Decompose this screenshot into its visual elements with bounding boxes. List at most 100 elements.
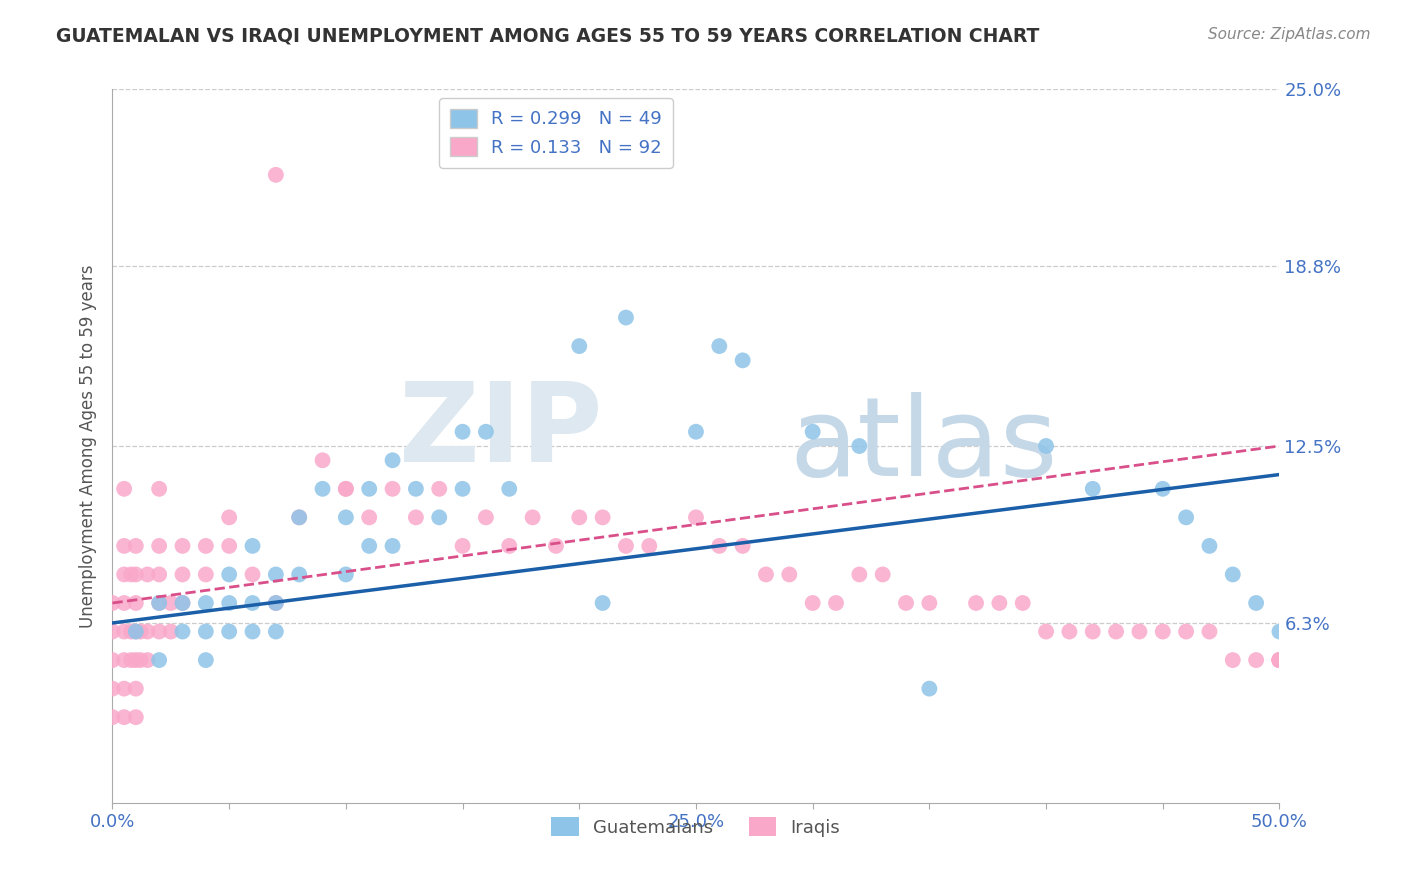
Point — [1035, 624, 1057, 639]
Point — [160, 624, 183, 639]
Point — [148, 596, 170, 610]
Point — [731, 539, 754, 553]
Point — [1105, 624, 1128, 639]
Point — [731, 353, 754, 368]
Point — [335, 482, 357, 496]
Point — [359, 510, 381, 524]
Point — [148, 596, 170, 610]
Point — [120, 624, 142, 639]
Point — [451, 539, 474, 553]
Point — [194, 653, 217, 667]
Point — [160, 596, 183, 610]
Point — [101, 624, 124, 639]
Point — [1059, 624, 1081, 639]
Point — [136, 567, 159, 582]
Point — [1152, 624, 1174, 639]
Point — [335, 482, 357, 496]
Point — [568, 339, 591, 353]
Point — [1244, 653, 1267, 667]
Point — [148, 539, 170, 553]
Point — [264, 567, 287, 582]
Point — [1268, 653, 1291, 667]
Point — [172, 539, 194, 553]
Point — [125, 681, 148, 696]
Point — [125, 710, 148, 724]
Point — [264, 596, 287, 610]
Point — [522, 510, 544, 524]
Point — [1268, 653, 1291, 667]
Point — [1175, 624, 1198, 639]
Point — [475, 510, 498, 524]
Point — [359, 482, 381, 496]
Point — [918, 596, 941, 610]
Text: Source: ZipAtlas.com: Source: ZipAtlas.com — [1208, 27, 1371, 42]
Point — [125, 596, 148, 610]
Point — [709, 539, 731, 553]
Point — [194, 567, 217, 582]
Point — [568, 510, 591, 524]
Point — [172, 567, 194, 582]
Point — [1222, 567, 1244, 582]
Point — [359, 539, 381, 553]
Point — [288, 510, 311, 524]
Point — [218, 510, 240, 524]
Point — [194, 624, 217, 639]
Point — [1081, 482, 1104, 496]
Point — [172, 624, 194, 639]
Point — [112, 567, 135, 582]
Point — [112, 596, 135, 610]
Point — [194, 539, 217, 553]
Point — [194, 596, 217, 610]
Point — [592, 596, 614, 610]
Point — [129, 624, 152, 639]
Point — [1268, 653, 1291, 667]
Point — [264, 168, 287, 182]
Point — [288, 567, 311, 582]
Text: ZIP: ZIP — [399, 378, 603, 485]
Point — [427, 482, 450, 496]
Point — [872, 567, 894, 582]
Point — [592, 510, 614, 524]
Point — [894, 596, 917, 610]
Point — [136, 624, 159, 639]
Point — [1152, 482, 1174, 496]
Point — [1198, 539, 1220, 553]
Point — [242, 596, 264, 610]
Point — [148, 567, 170, 582]
Point — [112, 653, 135, 667]
Point — [709, 339, 731, 353]
Point — [1268, 624, 1291, 639]
Point — [848, 567, 870, 582]
Point — [451, 425, 474, 439]
Point — [288, 510, 311, 524]
Point — [614, 310, 637, 325]
Point — [1268, 653, 1291, 667]
Point — [120, 653, 142, 667]
Point — [101, 681, 124, 696]
Point — [101, 596, 124, 610]
Point — [1175, 510, 1198, 524]
Point — [218, 596, 240, 610]
Point — [801, 425, 824, 439]
Point — [755, 567, 778, 582]
Point — [1035, 439, 1057, 453]
Point — [638, 539, 661, 553]
Point — [381, 453, 404, 467]
Point — [498, 482, 520, 496]
Point — [685, 510, 707, 524]
Point — [335, 510, 357, 524]
Point — [172, 596, 194, 610]
Point — [685, 425, 707, 439]
Text: GUATEMALAN VS IRAQI UNEMPLOYMENT AMONG AGES 55 TO 59 YEARS CORRELATION CHART: GUATEMALAN VS IRAQI UNEMPLOYMENT AMONG A… — [56, 27, 1039, 45]
Point — [112, 482, 135, 496]
Point — [825, 596, 848, 610]
Point — [1081, 624, 1104, 639]
Point — [988, 596, 1011, 610]
Point — [475, 425, 498, 439]
Point — [544, 539, 567, 553]
Point — [1244, 596, 1267, 610]
Point — [112, 710, 135, 724]
Point — [125, 567, 148, 582]
Point — [778, 567, 800, 582]
Point — [381, 539, 404, 553]
